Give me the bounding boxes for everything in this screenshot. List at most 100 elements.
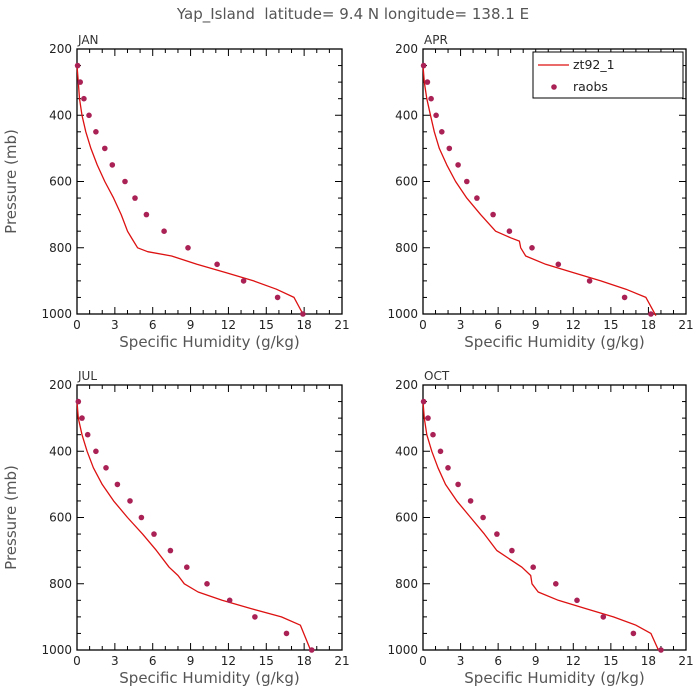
series-points-raobs [420, 398, 664, 653]
data-point [439, 129, 445, 135]
y-tick-label: 200 [49, 378, 72, 392]
legend-label-obs: raobs [573, 79, 608, 94]
data-point [433, 112, 439, 119]
x-tick-label: 15 [259, 654, 274, 668]
y-axis-title: Pressure (mb) [2, 465, 20, 570]
data-point [430, 431, 436, 438]
data-point [445, 465, 451, 471]
data-point [658, 647, 664, 653]
data-point [529, 245, 535, 251]
data-point [74, 62, 81, 69]
data-point [308, 647, 315, 653]
data-point [81, 95, 87, 102]
x-tick-label: 21 [334, 318, 349, 332]
data-point [102, 145, 108, 152]
data-point [530, 564, 536, 570]
panel-oct: OCT 0 3 6 9 12 15 18 21 200 400 600 800 1000 Specific … [387, 369, 693, 687]
x-tick-label: 0 [419, 318, 427, 332]
y-tick-label: 200 [395, 378, 418, 392]
y-tick-label: 200 [49, 42, 72, 56]
series-line-zt92_1 [76, 65, 304, 315]
data-point [184, 564, 190, 570]
data-point [93, 129, 99, 135]
data-point [474, 195, 480, 201]
plot-frame [76, 384, 343, 651]
data-point [553, 581, 559, 587]
x-tick-label: 15 [259, 318, 274, 332]
x-tick-label: 9 [187, 654, 195, 668]
x-tick-label: 9 [532, 654, 540, 668]
figure-title: Yap_Island latitude= 9.4 N longitude= 13… [176, 5, 529, 24]
data-point [480, 514, 486, 521]
legend-point-swatch [551, 84, 557, 90]
data-point [84, 431, 91, 438]
x-axis-title: Specific Humidity (g/kg) [119, 669, 299, 687]
panel-label: APR [424, 33, 448, 47]
x-tick-label: 18 [297, 654, 312, 668]
data-point [455, 481, 461, 488]
panel-label: JUL [77, 369, 97, 383]
data-point [114, 481, 121, 488]
data-point [138, 514, 145, 521]
data-point [274, 294, 281, 301]
x-axis-title: Specific Humidity (g/kg) [119, 333, 299, 351]
data-point [506, 228, 513, 234]
x-tick-label: 12 [221, 654, 236, 668]
plot-frame [422, 384, 687, 651]
series-line-zt92_1 [76, 401, 312, 651]
y-tick-label: 1000 [41, 307, 72, 321]
data-point [464, 178, 470, 185]
data-point [93, 448, 99, 455]
x-tick-label: 0 [73, 318, 81, 332]
data-point [103, 465, 109, 471]
data-point [86, 112, 92, 119]
data-point [300, 311, 306, 317]
x-tick-label: 0 [419, 654, 427, 668]
data-point [424, 79, 431, 85]
y-tick-label: 1000 [41, 643, 72, 657]
y-tick-label: 800 [395, 577, 418, 591]
x-tick-label: 18 [641, 318, 656, 332]
data-point [586, 278, 593, 284]
y-tick-label: 1000 [387, 307, 418, 321]
series-line-zt92_1 [422, 401, 659, 651]
data-point [252, 614, 258, 620]
x-tick-label: 18 [297, 318, 312, 332]
x-tick-label: 3 [457, 654, 465, 668]
data-point [77, 79, 83, 85]
series-points-raobs [75, 398, 315, 653]
data-point [79, 415, 85, 421]
data-point [455, 162, 461, 168]
x-tick-label: 21 [678, 318, 693, 332]
y-tick-label: 600 [49, 175, 72, 189]
x-tick-label: 12 [566, 654, 581, 668]
x-tick-label: 3 [111, 654, 119, 668]
data-point [428, 95, 434, 102]
y-tick-label: 800 [395, 241, 418, 255]
data-point [420, 62, 427, 69]
plot-frame [76, 48, 343, 315]
data-point [122, 178, 128, 185]
data-point [132, 195, 138, 201]
data-point [555, 261, 562, 268]
y-tick-label: 400 [49, 108, 72, 122]
data-point [437, 448, 444, 455]
x-tick-label: 9 [187, 318, 195, 332]
data-point [425, 415, 431, 421]
data-point [490, 211, 496, 218]
x-axis-title: Specific Humidity (g/kg) [464, 669, 644, 687]
data-point [621, 294, 628, 301]
legend-box [532, 51, 684, 99]
y-tick-label: 200 [395, 42, 418, 56]
y-tick-label: 400 [395, 108, 418, 122]
data-point [109, 162, 116, 168]
data-point [283, 630, 290, 637]
panel-apr: APR 0 3 6 9 12 15 18 21 200 400 600 800 1000 Specific … [387, 33, 693, 351]
data-point [630, 630, 637, 637]
y-tick-label: 400 [49, 444, 72, 458]
data-point [161, 228, 167, 234]
x-tick-label: 3 [457, 318, 465, 332]
panel-jul: JUL 0 3 6 9 12 15 18 21 200 400 600 800 1000 Specific … [2, 369, 350, 687]
data-point [420, 398, 427, 405]
